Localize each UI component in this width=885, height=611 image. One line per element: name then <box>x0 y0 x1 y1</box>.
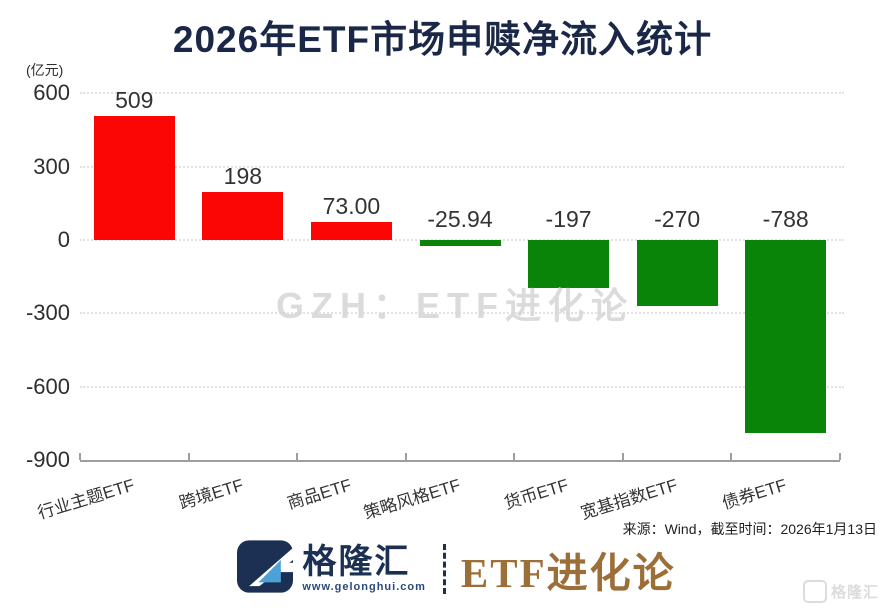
x-axis-category-label: 行业主题ETF <box>35 475 137 523</box>
brand-text-block: 格隆汇 www.gelonghui.com <box>302 542 426 594</box>
y-axis-unit-label: (亿元) <box>26 62 64 78</box>
y-axis-tick-label: 600 <box>33 80 70 106</box>
y-axis-tick-label: 300 <box>33 153 70 179</box>
footer-brand-bar: 格隆汇 www.gelonghui.com ETF进化论 <box>14 539 885 599</box>
x-axis-tick-mark <box>839 453 841 460</box>
x-axis-category-label: 货币ETF <box>502 475 572 513</box>
bar-value-label: 198 <box>223 162 263 189</box>
bar-value-label: -197 <box>545 206 592 232</box>
center-watermark: GZH：ETF进化论 <box>276 285 634 326</box>
corner-watermark-text: 格隆汇 <box>830 584 879 601</box>
bar-3 <box>419 240 501 247</box>
brand-url: www.gelonghui.com <box>302 581 426 594</box>
footer-divider <box>442 544 446 594</box>
brand-name: 格隆汇 <box>302 542 411 581</box>
gridline <box>80 165 844 168</box>
y-axis-tick-label: 0 <box>57 227 70 252</box>
gelonghui-logo-icon <box>237 540 294 598</box>
x-axis-tick-mark <box>187 453 190 460</box>
x-axis-tick-mark <box>296 453 299 460</box>
x-axis-line <box>80 460 840 462</box>
bar-value-label: -788 <box>762 206 809 232</box>
bar-value-label: 73.00 <box>322 193 381 220</box>
x-axis-category-label: 策略风格ETF <box>361 475 463 523</box>
bar-6 <box>745 240 827 433</box>
source-note: 来源：Wind，截至时间：2026年1月13日 <box>622 521 877 537</box>
bar-2 <box>310 222 392 240</box>
bar-4 <box>528 240 610 289</box>
gridline <box>80 92 844 95</box>
y-axis-tick-label: -900 <box>25 447 70 472</box>
x-axis-tick-mark <box>513 453 516 460</box>
chart-title: 2026年ETF市场申赎净流入统计 <box>172 19 713 60</box>
x-axis-category-label: 跨境ETF <box>176 475 246 513</box>
bar-5 <box>636 240 718 306</box>
bar-value-label: 509 <box>115 86 154 113</box>
x-axis-category-label: 债券ETF <box>719 475 789 513</box>
bar-value-label: -25.94 <box>427 206 493 232</box>
bar-0 <box>93 115 175 240</box>
gridline <box>80 385 844 388</box>
corner-watermark-logo-icon <box>802 580 827 603</box>
y-axis-tick-label: -600 <box>25 373 70 399</box>
x-axis-category-label: 宽基指数ETF <box>578 475 680 523</box>
x-axis-tick-mark <box>730 453 733 460</box>
x-axis-tick-mark <box>404 453 407 460</box>
bar-value-label: -270 <box>654 206 701 232</box>
corner-watermark: 格隆汇 <box>802 580 879 603</box>
series-brand-name: ETF进化论 <box>460 550 676 596</box>
x-axis-tick-mark <box>79 453 81 460</box>
gridline <box>80 312 844 315</box>
x-axis-category-label: 商品ETF <box>285 475 355 513</box>
bar-1 <box>202 191 284 240</box>
x-axis-tick-mark <box>621 453 624 460</box>
y-axis-tick-label: -300 <box>25 300 70 326</box>
